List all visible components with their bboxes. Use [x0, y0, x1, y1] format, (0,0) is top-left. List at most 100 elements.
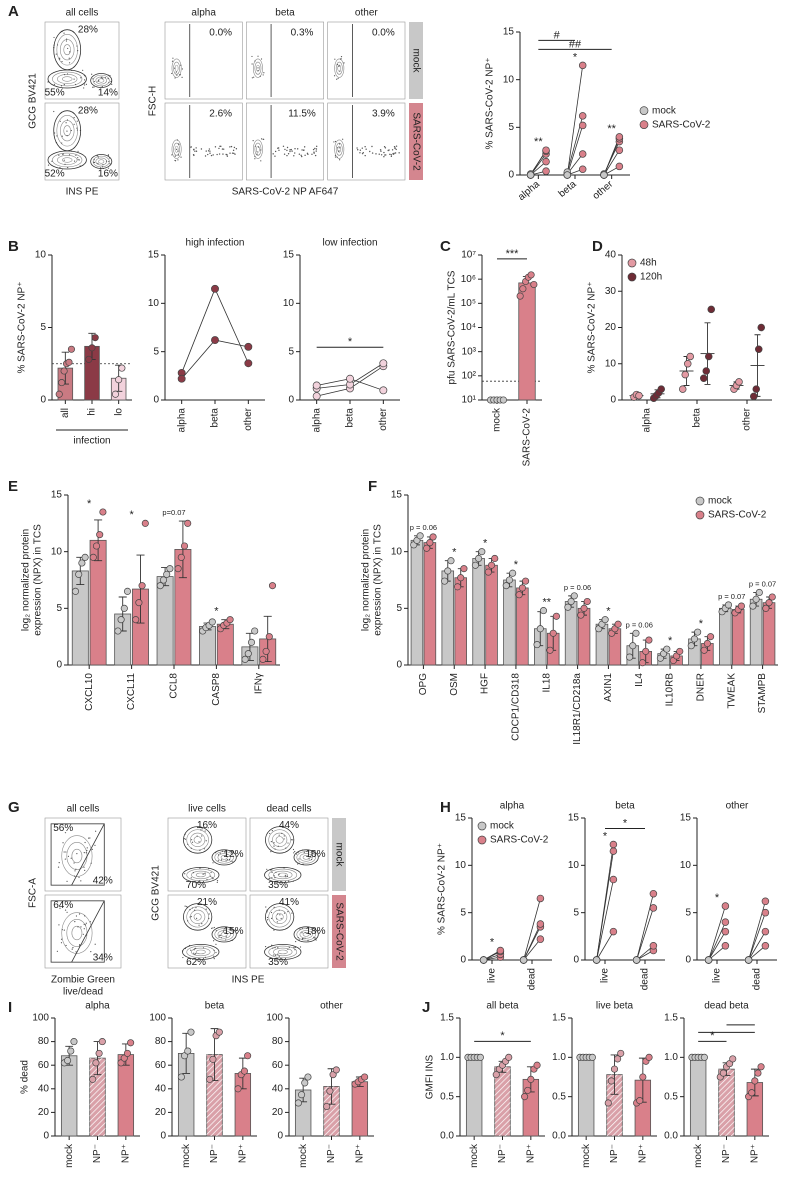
event-dot — [47, 81, 49, 83]
data-point — [744, 956, 753, 964]
event-dot — [220, 859, 223, 861]
event-dot — [194, 150, 196, 152]
y-tick-label: 15 — [455, 813, 467, 824]
x-tick-label: beta — [557, 179, 579, 200]
event-dot — [59, 166, 61, 169]
y-tick-label: 10 — [35, 250, 47, 261]
event-dot — [389, 153, 391, 156]
event-dot — [180, 64, 182, 66]
condition-tab — [409, 22, 423, 99]
event-dot — [89, 921, 91, 923]
x-tick-label: mock — [581, 1143, 592, 1168]
event-dot — [195, 150, 198, 152]
column-header: other — [355, 8, 378, 19]
event-dot — [60, 942, 63, 944]
x-tick-label: NP⁺ — [120, 1144, 131, 1163]
event-dot — [273, 842, 275, 844]
event-dot — [269, 832, 271, 835]
event-dot — [317, 930, 319, 932]
plot-frame — [164, 102, 243, 181]
event-dot — [291, 912, 293, 914]
x-tick-label: other — [742, 407, 753, 430]
event-dot — [277, 953, 279, 955]
gate — [90, 73, 113, 88]
gate-percentage: 28% — [78, 24, 98, 35]
bar-hatch — [494, 1066, 511, 1136]
y-tick-label: 5 — [56, 603, 62, 614]
event-dot — [97, 162, 99, 165]
data-point — [749, 392, 758, 401]
event-dot — [294, 148, 296, 150]
event-dot — [69, 51, 71, 53]
data-point — [578, 150, 587, 158]
data-point — [81, 553, 89, 561]
event-dot — [78, 159, 80, 161]
event-dot — [68, 62, 71, 64]
event-dot — [65, 40, 68, 42]
event-dot — [277, 845, 279, 847]
data-point — [580, 604, 588, 612]
event-dot — [281, 832, 283, 834]
bar — [465, 1056, 483, 1137]
event-dot — [58, 924, 60, 926]
event-dot — [394, 147, 396, 150]
data-point — [629, 642, 637, 650]
data-point — [578, 165, 587, 174]
event-dot — [60, 938, 63, 940]
data-point — [111, 390, 120, 398]
y-tick-label: 10 — [605, 358, 617, 369]
event-dot — [276, 921, 278, 923]
event-dot — [274, 954, 277, 956]
x-tick-label: mock — [492, 407, 503, 432]
data-point — [600, 171, 608, 179]
event-dot — [222, 153, 224, 155]
y-tick-label: 1.5 — [552, 1013, 566, 1024]
event-dot — [294, 850, 296, 853]
event-dot — [226, 155, 229, 157]
event-dot — [304, 937, 306, 939]
bar — [423, 542, 437, 666]
event-dot — [195, 947, 197, 949]
x-tick-label: IL4 — [634, 673, 645, 687]
x-axis-label: SARS-CoV-2 NP AF647 — [232, 187, 339, 198]
event-dot — [204, 830, 206, 832]
data-point — [615, 133, 624, 141]
gate-line — [71, 823, 105, 886]
data-point — [533, 1061, 541, 1069]
gate — [182, 943, 220, 960]
chart-title: high infection — [186, 238, 245, 249]
gate-percentage: 44% — [279, 820, 299, 831]
event-dot — [212, 878, 214, 880]
event-dot — [107, 167, 110, 169]
event-dot — [92, 78, 94, 80]
error-bar — [121, 1043, 130, 1066]
event-dot — [80, 77, 82, 79]
y-tick-label: 1.0 — [552, 1052, 566, 1063]
legend-marker — [639, 106, 649, 116]
contour — [299, 930, 313, 939]
data-point — [478, 548, 486, 556]
event-dot — [283, 838, 285, 840]
event-dot — [273, 929, 275, 931]
event-dot — [207, 150, 210, 152]
event-dot — [230, 929, 232, 931]
event-dot — [340, 58, 342, 60]
bar — [156, 576, 174, 666]
event-dot — [333, 141, 335, 143]
significance: * — [623, 817, 628, 829]
plot-frame — [44, 894, 122, 969]
data-point — [132, 616, 140, 624]
y-tick-label: 15 — [148, 250, 160, 261]
data-point — [636, 1097, 644, 1105]
event-dot — [293, 852, 295, 854]
event-dot — [359, 152, 361, 154]
event-dot — [191, 907, 194, 909]
event-dot — [334, 58, 336, 60]
gate-percentage: 14% — [98, 87, 118, 98]
event-dot — [289, 149, 291, 151]
bar — [351, 1081, 369, 1137]
event-dot — [192, 871, 194, 874]
legend-marker — [639, 120, 649, 130]
data-point — [226, 616, 234, 624]
event-dot — [201, 835, 203, 837]
